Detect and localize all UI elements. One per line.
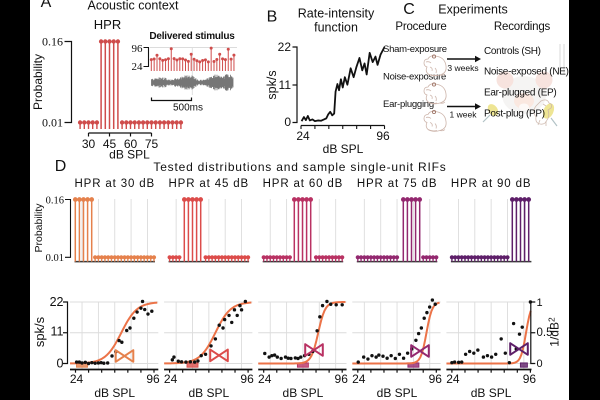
svg-text:30: 30: [82, 137, 96, 151]
svg-text:0.16: 0.16: [46, 196, 64, 207]
svg-text:dB SPL: dB SPL: [323, 142, 364, 156]
svg-text:96: 96: [429, 372, 443, 386]
svg-text:Controls (SH): Controls (SH): [484, 46, 541, 57]
svg-text:22: 22: [278, 40, 292, 54]
svg-text:11: 11: [51, 325, 64, 339]
svg-text:11: 11: [279, 78, 292, 92]
svg-text:96: 96: [523, 372, 537, 386]
svg-text:Recordings: Recordings: [494, 21, 551, 33]
svg-text:3 weeks: 3 weeks: [447, 63, 478, 73]
svg-text:24: 24: [132, 61, 144, 73]
svg-text:B: B: [267, 9, 278, 26]
svg-text:0.16: 0.16: [42, 35, 63, 49]
svg-text:0: 0: [57, 357, 64, 371]
svg-text:24: 24: [70, 372, 84, 386]
svg-text:Probability: Probability: [31, 54, 45, 110]
svg-text:spk/s: spk/s: [32, 316, 47, 347]
svg-text:dB SPL: dB SPL: [188, 386, 229, 400]
svg-text:1: 1: [537, 297, 543, 309]
svg-text:96: 96: [376, 129, 390, 143]
svg-text:96: 96: [240, 372, 254, 386]
svg-text:Probability: Probability: [33, 203, 45, 253]
svg-text:96: 96: [335, 372, 349, 386]
svg-text:0.01: 0.01: [46, 253, 64, 264]
svg-text:96: 96: [132, 43, 144, 55]
svg-text:500ms: 500ms: [173, 103, 203, 114]
svg-text:Ear-plugged (EP): Ear-plugged (EP): [484, 88, 556, 99]
svg-text:dB SPL: dB SPL: [109, 148, 150, 162]
svg-text:24: 24: [164, 372, 178, 386]
svg-text:Acoustic context: Acoustic context: [87, 0, 179, 13]
svg-text:24: 24: [446, 372, 460, 386]
svg-text:0.01: 0.01: [42, 116, 63, 130]
svg-text:function: function: [314, 21, 358, 35]
svg-text:HPR at 60 dB: HPR at 60 dB: [263, 178, 344, 190]
svg-text:60: 60: [124, 137, 138, 151]
svg-text:Procedure: Procedure: [395, 21, 446, 33]
svg-text:dB SPL: dB SPL: [377, 386, 418, 400]
svg-text:D: D: [55, 158, 67, 175]
svg-text:HPR at 75 dB: HPR at 75 dB: [357, 178, 438, 190]
svg-text:A: A: [41, 0, 52, 11]
svg-text:0: 0: [537, 358, 543, 370]
svg-text:Ear-plugging: Ear-plugging: [383, 99, 434, 110]
svg-text:22: 22: [50, 295, 64, 309]
svg-text:24: 24: [352, 372, 366, 386]
svg-text:HPR at 45 dB: HPR at 45 dB: [169, 178, 250, 190]
svg-text:Sham-exposure: Sham-exposure: [383, 44, 447, 55]
svg-text:1 week: 1 week: [450, 110, 478, 120]
svg-text:spk/s: spk/s: [265, 70, 279, 99]
svg-text:HPR: HPR: [94, 17, 121, 32]
svg-text:dB SPL: dB SPL: [283, 386, 324, 400]
svg-text:Tested distributions and sampl: Tested distributions and sample single-u…: [153, 160, 446, 174]
svg-text:24: 24: [258, 372, 272, 386]
svg-text:75: 75: [145, 137, 159, 151]
svg-text:Noise-exposure: Noise-exposure: [383, 72, 446, 83]
svg-text:C: C: [403, 1, 415, 18]
svg-text:Rate-intensity: Rate-intensity: [298, 7, 375, 21]
svg-text:24: 24: [296, 129, 310, 143]
svg-text:Post-plug (PP): Post-plug (PP): [484, 109, 545, 120]
svg-text:Noise-exposed (NE): Noise-exposed (NE): [484, 67, 569, 78]
svg-text:1/dB2: 1/dB2: [547, 317, 562, 347]
svg-text:45: 45: [103, 137, 117, 151]
svg-text:Experiments: Experiments: [438, 3, 507, 17]
svg-text:0: 0: [284, 115, 291, 129]
svg-text:Delivered stimulus: Delivered stimulus: [149, 31, 235, 42]
svg-text:HPR at 30 dB: HPR at 30 dB: [75, 178, 156, 190]
svg-text:dB SPL: dB SPL: [94, 386, 135, 400]
svg-text:dB SPL: dB SPL: [471, 386, 512, 400]
svg-text:HPR at 90 dB: HPR at 90 dB: [451, 178, 532, 190]
svg-text:96: 96: [146, 372, 160, 386]
svg-text:0.5: 0.5: [537, 327, 553, 339]
